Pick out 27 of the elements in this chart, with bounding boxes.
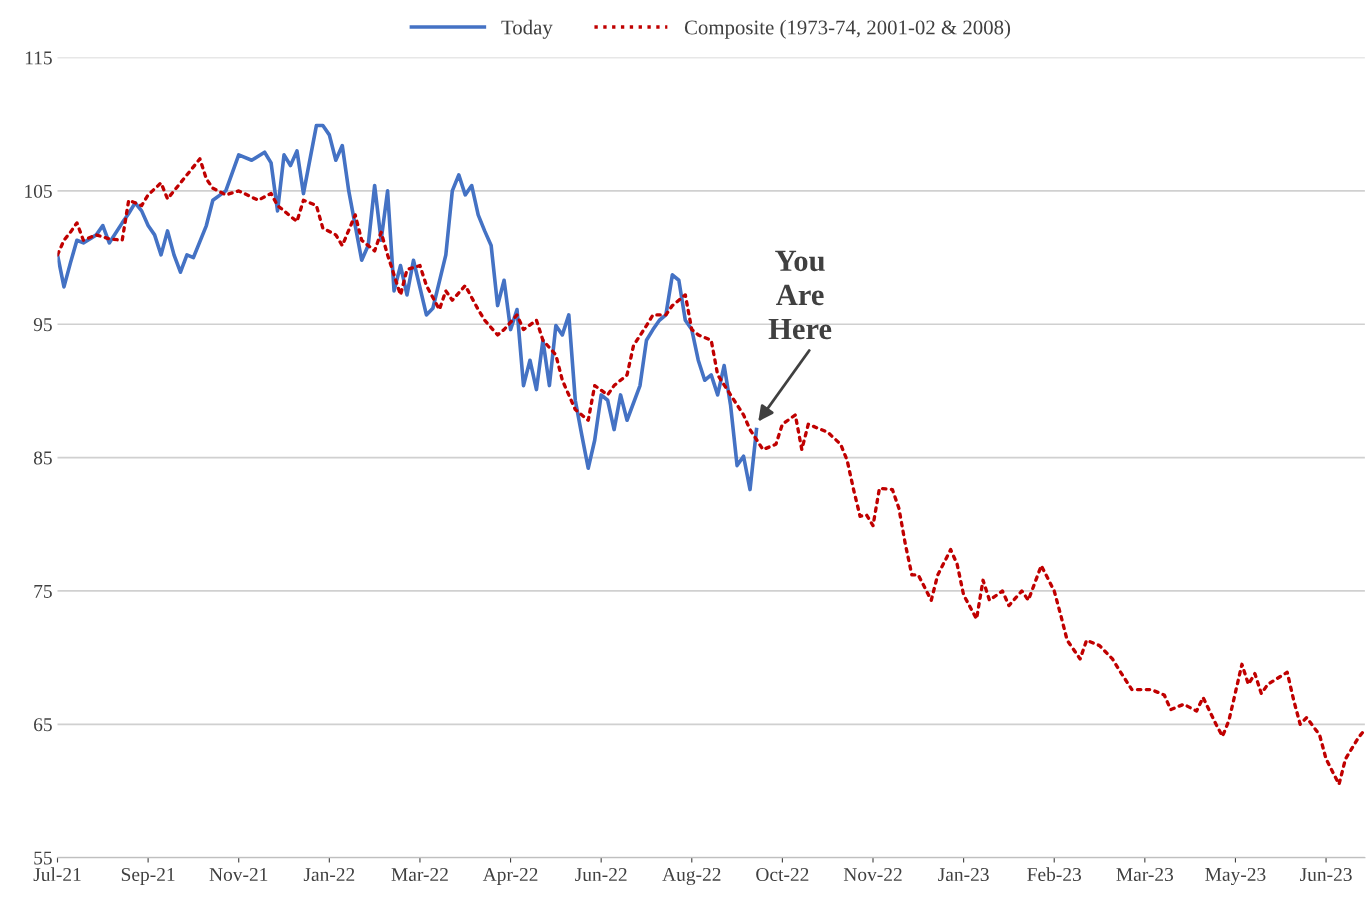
x-tick-label: Nov-21 xyxy=(209,867,268,882)
annotation: You Are Here xyxy=(768,250,832,340)
y-tick-label: 85 xyxy=(33,451,52,465)
x-tick-label: Aug-22 xyxy=(662,867,721,885)
line-series xyxy=(57,123,759,492)
x-tick-label: Jan-22 xyxy=(303,867,355,882)
legend-label: Composite (1973-74, 2001-02 & 2008) xyxy=(684,19,1011,39)
x-tick-label: Feb-23 xyxy=(1027,867,1082,882)
legend-label: Today xyxy=(501,19,553,39)
x-tick-label: Nov-22 xyxy=(843,867,902,882)
y-tick-label: 115 xyxy=(25,51,52,65)
x-tick-label: Jul-21 xyxy=(33,867,81,882)
x-tick-label: Jan-23 xyxy=(938,867,989,882)
y-tick-label: 75 xyxy=(34,584,52,598)
x-tick-label: Jun-23 xyxy=(1300,867,1352,882)
x-tick-label: Sep-21 xyxy=(121,867,175,885)
x-tick-label: Mar-22 xyxy=(391,867,448,882)
y-tick-label: 65 xyxy=(34,718,52,732)
y-tick-label: 95 xyxy=(33,318,52,332)
y-tick-label: 55 xyxy=(34,851,52,865)
line-series xyxy=(57,157,1365,786)
y-tick-label: 105 xyxy=(25,184,52,198)
x-tick-label: Mar-23 xyxy=(1116,867,1174,882)
x-tick-label: Jun-22 xyxy=(575,867,627,882)
x-tick-label: Apr-22 xyxy=(482,867,538,885)
x-tick-label: May-23 xyxy=(1205,867,1266,885)
x-tick-label: Oct-22 xyxy=(756,867,809,882)
